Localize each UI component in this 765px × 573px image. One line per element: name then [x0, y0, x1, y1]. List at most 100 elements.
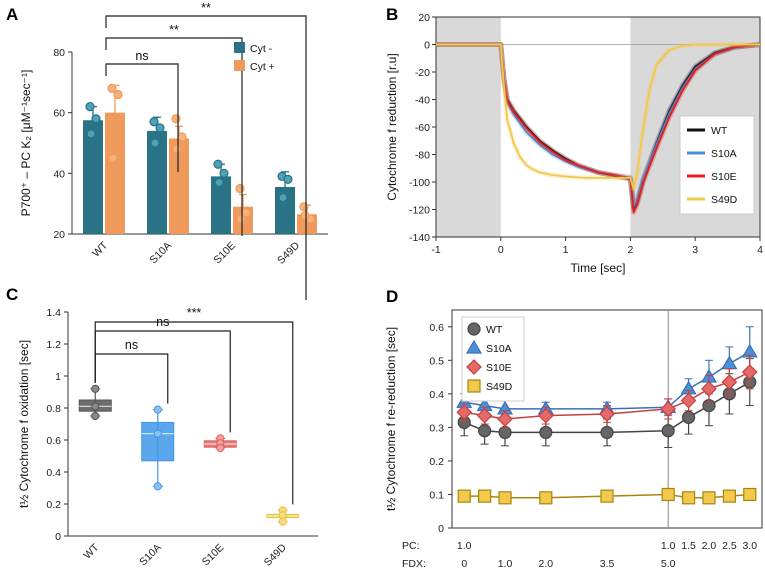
data-point [177, 132, 187, 142]
x-tick-label: S49D [275, 239, 302, 266]
fdx-value-label: 1.0 [498, 558, 513, 570]
y-tick-label: 20 [418, 12, 430, 24]
legend-label: WT [486, 324, 503, 336]
data-point-S49D [743, 487, 757, 502]
y-tick-label: -100 [409, 177, 430, 189]
data-point-S49D [478, 489, 492, 503]
y-tick-label: -140 [409, 232, 430, 244]
series-line-S10E [436, 43, 761, 214]
data-point-S49D [681, 491, 696, 505]
data-point [91, 114, 101, 124]
data-point [278, 517, 287, 526]
data-point-S10E [599, 406, 615, 422]
data-point-S49D [498, 491, 512, 505]
legend-label: S10E [486, 362, 512, 374]
y-tick-label: 0.3 [429, 422, 444, 434]
bar-Cyt-WT [83, 120, 103, 234]
y-tick-label: 0.2 [429, 456, 444, 468]
x-tick-label: S10A [137, 542, 164, 569]
bar-Cyt-WT [105, 112, 125, 234]
y-tick-label: 0.4 [46, 467, 61, 479]
box-S10A [141, 421, 175, 462]
data-point-S10E [721, 374, 738, 390]
pc-value-label: 1.0 [457, 540, 472, 552]
data-point [283, 174, 293, 184]
panel-a-label: A [6, 5, 18, 24]
significance-label: ns [135, 49, 148, 63]
fdx-value-label: 5.0 [661, 558, 676, 570]
series-line-WT [463, 381, 751, 434]
data-point [113, 89, 123, 100]
x-tick-label: 4 [757, 244, 763, 256]
plot-frame [451, 309, 763, 529]
y-tick-label: 20 [53, 229, 65, 241]
series-line-S49D [464, 493, 750, 499]
y-tick-label: 0.8 [46, 403, 61, 415]
data-point [150, 138, 160, 148]
data-point [216, 443, 225, 453]
y-tick-label: -40 [415, 95, 430, 107]
data-point-S10E [660, 401, 677, 417]
y-tick-label: -60 [415, 122, 430, 134]
legend-label: S49D [711, 194, 738, 206]
series-line-S10A [464, 351, 751, 410]
data-point [108, 153, 118, 163]
data-point-S10E [741, 364, 758, 380]
y-tick-label: -120 [409, 205, 430, 217]
data-point [153, 429, 162, 438]
data-point [214, 177, 224, 188]
data-point [235, 183, 245, 194]
data-point [299, 202, 309, 212]
x-tick-label: 3 [692, 244, 698, 256]
significance-bracket [105, 63, 179, 172]
data-point-WT [539, 425, 553, 440]
fdx-row-label: FDX: [402, 558, 426, 570]
fdx-value-label: 3.5 [600, 558, 615, 570]
data-point [172, 144, 182, 154]
data-point [236, 214, 246, 224]
legend-label: Cyt + [250, 61, 275, 73]
significance-label: ** [201, 1, 211, 15]
data-point-WT [600, 425, 614, 440]
y-tick-label: 0 [424, 40, 430, 52]
data-point-WT [498, 425, 512, 440]
data-point-S49D [702, 491, 716, 505]
data-point [213, 159, 223, 169]
legend-label: S10A [486, 343, 512, 355]
x-tick-label: S10A [147, 240, 174, 267]
data-point-S10E [701, 380, 717, 397]
data-point [91, 384, 100, 393]
legend-label: Cyt - [250, 43, 273, 55]
y-tick-label: 0.2 [46, 499, 61, 511]
y-tick-label: 0 [438, 523, 444, 535]
data-point-S49D [722, 489, 736, 503]
shaded-dark-period [436, 17, 501, 237]
bar-Cyt-S10A [147, 130, 167, 234]
significance-label: ns [125, 338, 138, 352]
panel-d-label: D [386, 287, 398, 306]
y-tick-label: 1.4 [46, 307, 61, 319]
data-point [107, 83, 117, 94]
data-point [86, 129, 96, 139]
pc-value-label: 2.0 [702, 540, 717, 552]
data-point-S49D [539, 491, 553, 505]
legend-label: S49D [486, 381, 513, 393]
y-tick-label: 0.6 [46, 435, 61, 447]
y-tick-label: 1 [55, 371, 61, 383]
data-point-WT [681, 410, 696, 424]
y-tick-label: 0 [55, 531, 61, 543]
bar-Cyt-S10A [169, 138, 189, 234]
y-axis-label: t½ Cytochrome f re-reduction [sec] [384, 327, 398, 511]
data-point-S10A [721, 355, 738, 370]
significance-bracket [105, 37, 243, 236]
data-point-S49D [457, 489, 471, 503]
data-point [85, 101, 95, 112]
panel-b-line-chart: -140 -120 -100 -80 -60 -40 -20 0 20 -1 0 1 2 3 4 Time [… [385, 12, 763, 275]
fdx-value-label: 0 [461, 558, 467, 570]
x-axis-label: Time [sec] [571, 261, 626, 275]
significance-bracket [94, 330, 231, 433]
x-tick-label: -1 [431, 244, 440, 256]
y-tick-label: 40 [53, 168, 65, 180]
legend-marker-S10E [466, 359, 482, 375]
data-point-WT [478, 424, 492, 438]
